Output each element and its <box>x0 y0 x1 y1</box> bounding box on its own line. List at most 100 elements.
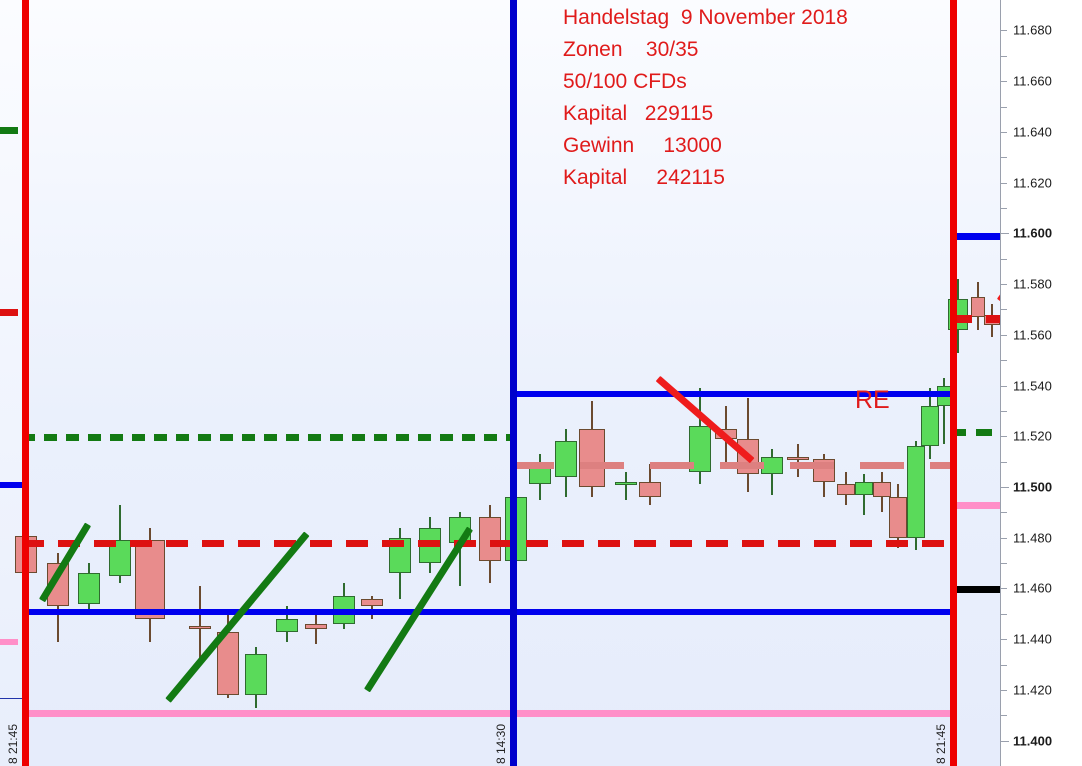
level-pink-right[interactable] <box>950 502 1000 510</box>
price-tick <box>1000 689 1007 691</box>
candlestick[interactable] <box>217 613 239 698</box>
level-blue-resistance-mid[interactable] <box>510 390 950 397</box>
trade-summary-value: 30/35 <box>622 38 699 61</box>
price-tick-label: 11.560 <box>1013 327 1052 343</box>
candle-body <box>873 481 891 498</box>
candle-wick <box>315 613 317 645</box>
candlestick[interactable] <box>189 585 211 665</box>
candlestick[interactable] <box>389 527 411 599</box>
level-green-dashed-left[interactable] <box>22 433 512 441</box>
previous-session-sliver <box>0 0 22 766</box>
level-red-dashed-entry[interactable] <box>22 540 950 548</box>
candlestick[interactable] <box>889 484 907 548</box>
price-chart-plot-area[interactable]: Handelstag 9 November 2018 Zonen 30/35 50/… <box>0 0 1000 766</box>
trade-summary-key: Gewinn <box>563 134 635 157</box>
price-tick <box>1000 436 1007 438</box>
candle-wick <box>797 443 799 477</box>
candlestick[interactable] <box>813 454 835 498</box>
price-tick <box>1000 284 1007 286</box>
candle-body <box>639 481 661 498</box>
candle-body <box>135 540 165 619</box>
candlestick[interactable] <box>639 464 661 505</box>
price-tick-minor <box>1000 715 1007 717</box>
candlestick[interactable] <box>579 400 605 498</box>
trade-summary-key: 50/100 CFDs <box>563 70 687 93</box>
session-divider-end[interactable] <box>950 0 957 766</box>
candlestick[interactable] <box>787 443 809 477</box>
level-green-dashed-right[interactable] <box>950 428 1000 436</box>
candlestick[interactable] <box>305 613 327 645</box>
price-tick <box>1000 639 1007 641</box>
candlestick[interactable] <box>761 448 783 495</box>
price-tick-minor <box>1000 106 1007 108</box>
price-tick-label: 11.480 <box>1013 530 1052 546</box>
candle-body <box>305 623 327 630</box>
price-tick-minor <box>1000 207 1007 209</box>
stub-green-dashed[interactable] <box>0 126 18 134</box>
price-tick-label: 11.400 <box>1013 733 1053 749</box>
stub-red[interactable] <box>0 309 18 317</box>
candlestick[interactable] <box>276 606 298 642</box>
trade-summary-key: Kapital <box>563 102 628 125</box>
price-tick-label: 11.620 <box>1013 175 1052 191</box>
trade-summary-line: Kapital 242115 <box>563 162 848 194</box>
candle-wick <box>625 471 627 500</box>
price-tick-minor <box>1000 360 1007 362</box>
price-tick-label: 11.600 <box>1013 225 1053 241</box>
candle-body <box>361 598 383 607</box>
price-tick-label: 11.540 <box>1013 378 1052 394</box>
candlestick[interactable] <box>937 377 951 444</box>
candlestick[interactable] <box>907 441 925 551</box>
stub-blue[interactable] <box>0 481 22 488</box>
trade-summary-line: 50/100 CFDs <box>563 66 848 98</box>
candle-body <box>579 428 605 487</box>
candlestick[interactable] <box>615 471 637 500</box>
candlestick[interactable] <box>689 388 711 485</box>
price-tick <box>1000 740 1009 742</box>
level-pink-lower[interactable] <box>22 710 950 718</box>
trade-summary-value: 229115 <box>627 102 714 125</box>
candlestick[interactable] <box>135 527 165 642</box>
trade-summary-key: Handelstag <box>563 6 670 29</box>
price-tick <box>1000 81 1007 83</box>
level-red-dashed-right[interactable] <box>950 314 1000 323</box>
candlestick[interactable] <box>361 596 383 619</box>
price-tick-label: 11.520 <box>1013 428 1052 444</box>
level-black-right[interactable] <box>950 585 1000 593</box>
candlestick[interactable] <box>855 474 873 515</box>
trade-summary-line: Zonen 30/35 <box>563 34 848 66</box>
time-axis-label: 8 21:45 <box>6 723 20 764</box>
trade-summary-line: Gewinn 13000 <box>563 130 848 162</box>
candlestick[interactable] <box>245 646 267 708</box>
candle-body <box>921 405 939 447</box>
stub-thin-blue[interactable] <box>0 697 22 699</box>
candlestick[interactable] <box>873 471 891 513</box>
level-salmon-dashed-mid[interactable] <box>510 461 950 469</box>
stub-pink[interactable] <box>0 639 18 646</box>
price-axis[interactable]: 11.680 11.660 11.640 11.620 11.600 11.580 11.5… <box>1000 0 1082 766</box>
trade-summary-key: Zonen <box>563 38 623 61</box>
candlestick[interactable] <box>78 563 100 612</box>
candlestick[interactable] <box>333 583 355 630</box>
session-divider-start[interactable] <box>22 0 29 766</box>
candlestick[interactable] <box>837 471 855 505</box>
candle-wick <box>199 585 201 665</box>
candle-body <box>907 446 925 538</box>
price-tick <box>1000 385 1007 387</box>
trade-summary-value: 9 November 2018 <box>669 6 848 29</box>
candle-body <box>689 426 711 472</box>
level-blue-support[interactable] <box>22 608 950 615</box>
trade-summary-key: Kapital <box>563 166 628 189</box>
time-axis-label: 8 14:30 <box>494 723 508 764</box>
candle-wick <box>371 596 373 619</box>
price-tick-minor <box>1000 512 1007 514</box>
level-blue-resistance-upper[interactable] <box>950 233 1000 241</box>
candle-body <box>78 573 100 604</box>
price-tick-minor <box>1000 410 1007 412</box>
candle-body <box>189 626 211 630</box>
price-tick-label: 11.500 <box>1013 479 1053 495</box>
session-divider-mid[interactable] <box>510 0 517 766</box>
price-tick-minor <box>1000 563 1007 565</box>
candlestick[interactable] <box>921 388 939 460</box>
